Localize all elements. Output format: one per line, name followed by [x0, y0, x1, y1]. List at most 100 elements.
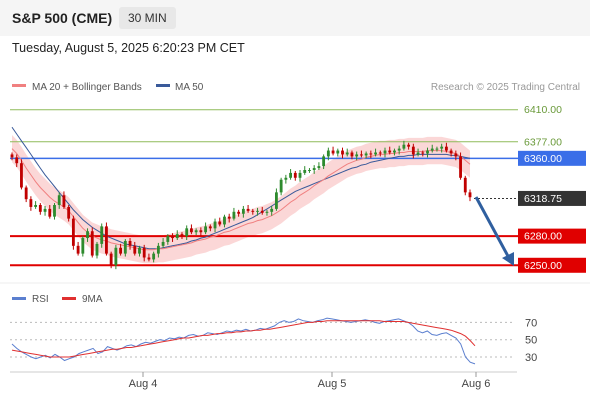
- current-label-box: [518, 190, 586, 206]
- candle: [213, 218, 217, 233]
- candle: [378, 150, 382, 157]
- rsi-gridlines: 70 50 30: [10, 317, 537, 364]
- candle: [86, 228, 89, 242]
- candle: [133, 241, 137, 256]
- candle: [171, 233, 174, 242]
- candle: [138, 245, 141, 257]
- candle: [10, 152, 14, 161]
- rsi-tick-label: 50: [525, 335, 537, 347]
- level-labels: 6410.00 6377.00 6360.00 6318.75 6280.00 6250.…: [518, 104, 586, 273]
- resistance-level-label: 6377.00: [524, 136, 562, 148]
- candle: [260, 206, 264, 215]
- candle: [156, 242, 160, 258]
- x-tick-label: Aug 6: [462, 378, 491, 390]
- candle: [90, 227, 94, 258]
- timestamp: Tuesday, August 5, 2025 6:20:23 PM CET: [12, 41, 245, 55]
- candle: [308, 168, 311, 173]
- candle: [38, 203, 42, 215]
- support-label-box: [518, 257, 586, 273]
- pivot-level-label: 6360.00: [524, 153, 562, 165]
- candle: [241, 205, 245, 218]
- ma50-legend-label: MA 50: [175, 82, 204, 93]
- candle: [128, 238, 132, 250]
- rsi-legend-label: RSI: [32, 294, 49, 305]
- instrument-title: S&P 500 (CME): [12, 10, 113, 26]
- candle: [71, 215, 75, 250]
- rsi-tick-label: 30: [525, 352, 537, 364]
- candle: [374, 148, 377, 157]
- candle: [161, 238, 165, 248]
- candle: [289, 169, 292, 180]
- candle: [322, 154, 326, 170]
- candle: [265, 209, 269, 216]
- candle: [95, 241, 99, 259]
- candle: [199, 227, 203, 237]
- candle: [449, 148, 453, 157]
- candle: [293, 170, 297, 181]
- candle: [284, 174, 288, 184]
- candle: [359, 150, 363, 158]
- rsi-line: [11, 317, 476, 365]
- ma9-legend-label: 9MA: [82, 294, 103, 305]
- candle: [402, 140, 406, 151]
- candle: [468, 189, 472, 202]
- rsi-tick-label: 70: [525, 317, 537, 329]
- candle: [232, 207, 236, 221]
- candle: [369, 150, 373, 159]
- candle: [454, 150, 458, 161]
- candle: [194, 228, 198, 236]
- candle: [397, 145, 401, 155]
- x-axis-ticks: Aug 4 Aug 5 Aug 6: [129, 372, 491, 390]
- candle: [393, 148, 396, 156]
- ma50-legend-swatch: [156, 84, 170, 87]
- candle: [440, 143, 444, 153]
- timeframe-button[interactable]: 30 MIN: [119, 7, 176, 29]
- resistance-level-label: 6410.00: [524, 104, 562, 116]
- forecast-arrow: [474, 196, 514, 266]
- x-tick-label: Aug 5: [318, 378, 347, 390]
- candle: [298, 170, 302, 182]
- candle: [109, 251, 113, 269]
- candle: [48, 205, 52, 219]
- candle: [227, 213, 231, 223]
- candle: [341, 147, 344, 159]
- ma9-legend-swatch: [62, 297, 76, 300]
- candle: [180, 232, 184, 240]
- support-label-box: [518, 228, 586, 244]
- bollinger-legend-swatch: [12, 84, 26, 87]
- candle: [274, 188, 278, 211]
- candle: [270, 205, 274, 216]
- candle: [430, 144, 434, 153]
- candle: [34, 201, 38, 209]
- candle: [114, 244, 118, 270]
- candle: [81, 236, 85, 257]
- candle: [24, 185, 28, 203]
- candle: [435, 146, 439, 152]
- rsi-ma9-line: [11, 320, 476, 358]
- candle: [388, 146, 392, 155]
- candle: [237, 209, 241, 217]
- candle: [185, 225, 189, 240]
- candle: [364, 151, 368, 159]
- candle: [190, 224, 193, 235]
- candle: [57, 192, 61, 209]
- support-level-label: 6280.00: [524, 231, 562, 243]
- candle: [62, 191, 66, 209]
- candle: [444, 142, 448, 153]
- candle: [312, 165, 316, 174]
- candle: [76, 241, 80, 256]
- candle: [421, 150, 425, 157]
- pivot-label-box: [518, 150, 586, 166]
- support-level-label: 6250.00: [524, 260, 562, 272]
- candle: [407, 142, 411, 150]
- x-tick-label: Aug 4: [129, 378, 158, 390]
- candle: [218, 217, 222, 227]
- candle: [326, 147, 330, 161]
- ma50-line: [11, 126, 471, 250]
- candle: [223, 214, 226, 228]
- candle: [459, 152, 462, 180]
- candle: [105, 222, 108, 256]
- rsi-lines: [11, 317, 476, 365]
- candle: [53, 203, 56, 220]
